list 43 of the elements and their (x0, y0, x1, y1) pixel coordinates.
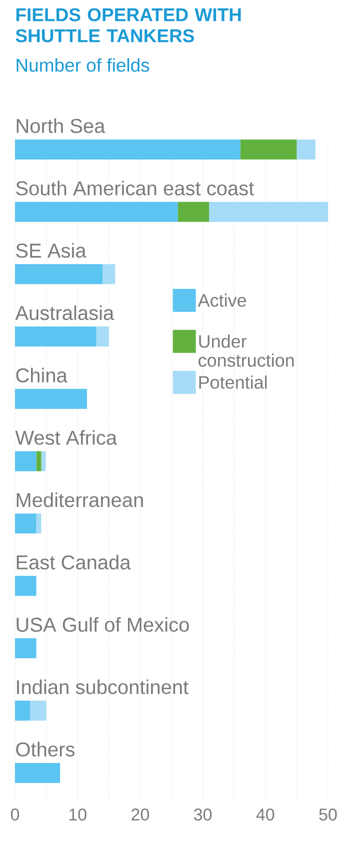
y-tick-label: South American east coast (16, 180, 254, 196)
bar (15, 388, 87, 409)
y-tick-label: North Sea (16, 118, 106, 134)
y-tick-label: West Africa (15, 430, 118, 445)
bar (15, 576, 36, 596)
x-tick-label: 50 (319, 808, 337, 821)
y-tick-label: SE Asia (16, 243, 86, 258)
bar (15, 451, 36, 472)
chart-subtitle: Number of fields (16, 58, 150, 72)
y-tick-label: Others (16, 742, 74, 757)
y-tick-label: USA Gulf of Mexico (16, 617, 189, 632)
chart-title: FIELDS OPERATED WITH SHUTTLE TANKERS (16, 8, 241, 42)
bar (36, 451, 42, 472)
y-tick-label: East Canada (16, 554, 131, 570)
bar (41, 451, 46, 472)
legend-label: Potential (199, 376, 267, 389)
x-tick-label: 30 (194, 808, 212, 821)
y-tick-label: Mediterranean (16, 492, 143, 508)
bar (96, 326, 109, 347)
bar (15, 202, 178, 222)
x-tick-label: 20 (132, 808, 149, 821)
bar (209, 202, 328, 222)
y-tick-label: China (16, 368, 68, 382)
bar (296, 139, 316, 160)
bar (178, 202, 210, 222)
bar (15, 700, 30, 721)
x-tick-label: 40 (256, 808, 274, 821)
legend-label: Under construction (198, 334, 294, 367)
legend-label: Active (198, 294, 246, 307)
bar (15, 264, 103, 284)
bar (30, 700, 46, 721)
y-tick-label: Australasia (15, 305, 114, 320)
x-tick-label: 10 (69, 808, 86, 821)
bar (15, 514, 36, 534)
bar (15, 139, 240, 160)
bar (240, 139, 297, 160)
bar (36, 514, 42, 534)
bar (15, 762, 60, 783)
y-tick-label: Indian subcontinent (17, 679, 188, 694)
bar (15, 326, 96, 347)
bar (102, 264, 116, 284)
x-tick-label: 0 (10, 808, 20, 821)
bar (15, 638, 36, 658)
